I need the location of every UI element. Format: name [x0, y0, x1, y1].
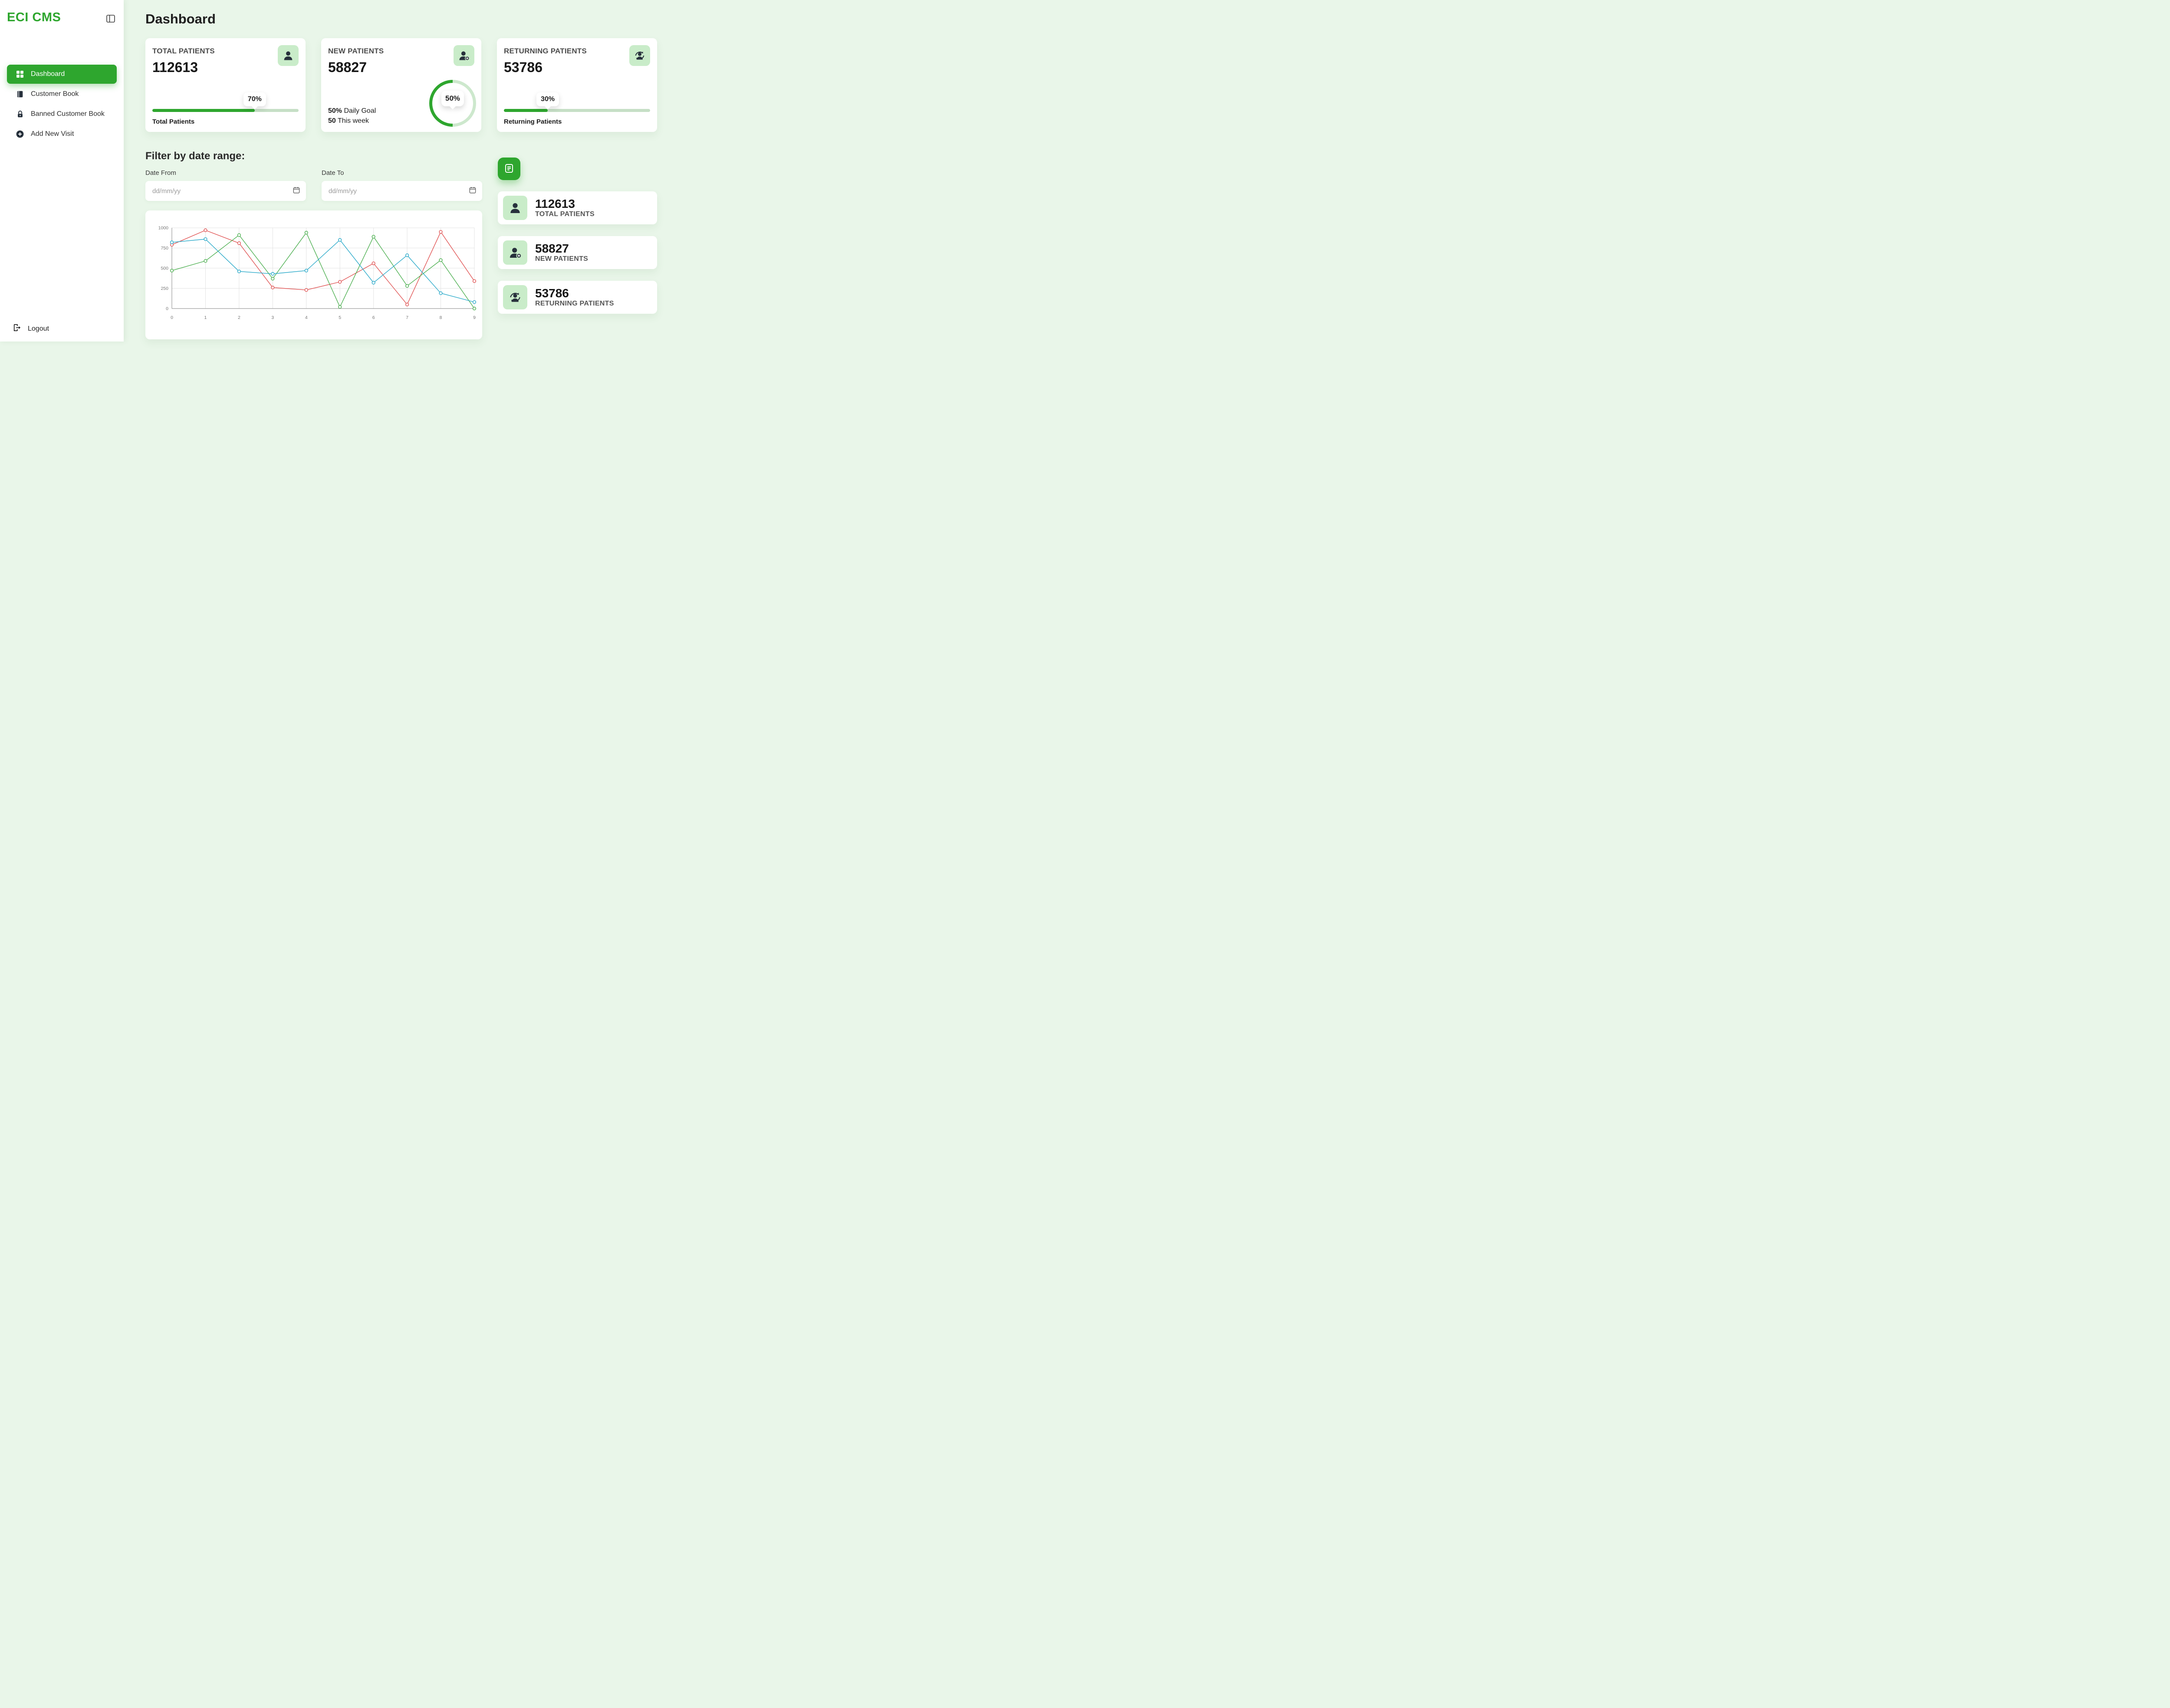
sidebar-item-dashboard[interactable]: Dashboard — [7, 65, 117, 84]
patient-icon — [503, 196, 527, 220]
sidebar-item-banned-customer-book[interactable]: Banned Customer Book — [7, 105, 117, 124]
stat-title: NEW PATIENTS — [328, 47, 384, 55]
right-column: 112613 TOTAL PATIENTS 58827 NEW PATIENTS — [498, 132, 657, 339]
date-from-input[interactable] — [151, 187, 293, 195]
patient-add-icon — [454, 45, 474, 66]
stats-row: TOTAL PATIENTS 112613 70% Total Patients… — [145, 38, 657, 132]
sidebar-item-label: Customer Book — [31, 90, 79, 98]
patients-line-chart: 0 1 2 3 4 5 6 7 8 9 0 250 500 750 1000 — [158, 226, 477, 320]
stat-value: 112613 — [152, 59, 198, 75]
calendar-icon[interactable] — [469, 187, 476, 196]
date-from-label: Date From — [145, 169, 176, 177]
plus-circle-icon — [16, 130, 24, 138]
total-patients-card: TOTAL PATIENTS 112613 70% Total Patients — [145, 38, 306, 132]
logout-icon — [13, 324, 21, 334]
left-column: Filter by date range: Date From Date To — [145, 132, 482, 339]
stat-value: 53786 — [504, 59, 542, 75]
summary-total-patients-card: 112613 TOTAL PATIENTS — [498, 191, 657, 224]
summary-value: 58827 — [535, 242, 569, 255]
stat-title: TOTAL PATIENTS — [152, 47, 215, 55]
sidebar-item-label: Banned Customer Book — [31, 110, 105, 118]
returning-progress: 30% — [504, 92, 650, 112]
svg-text:1000: 1000 — [158, 226, 169, 231]
returning-patients-card: RETURNING PATIENTS 53786 30% Returning P… — [497, 38, 657, 132]
svg-text:4: 4 — [305, 315, 308, 320]
sidebar: ECI CMS Dashboard Customer Book Banned C… — [0, 0, 124, 342]
svg-text:2: 2 — [238, 315, 240, 320]
svg-text:8: 8 — [440, 315, 442, 320]
patient-icon — [278, 45, 299, 66]
date-to-label: Date To — [322, 169, 344, 177]
main-content: Dashboard TOTAL PATIENTS 112613 70% Tota… — [124, 0, 667, 342]
goal-lines: 50% Daily Goal 50 This week — [328, 106, 376, 126]
stat-caption: Returning Patients — [504, 118, 562, 125]
summary-label: NEW PATIENTS — [535, 255, 589, 263]
patient-return-icon — [503, 285, 527, 309]
total-progress: 70% — [152, 92, 299, 112]
logout-label: Logout — [28, 325, 49, 332]
progress-track — [504, 109, 650, 112]
filter-heading: Filter by date range: — [145, 150, 245, 162]
sidebar-item-label: Dashboard — [31, 70, 65, 78]
summary-returning-patients-card: 53786 RETURNING PATIENTS — [498, 281, 657, 314]
svg-text:5: 5 — [339, 315, 341, 320]
date-to-field: Date To — [322, 169, 482, 201]
grid-icon — [16, 70, 24, 79]
date-from-field: Date From — [145, 169, 306, 201]
sidebar-item-customer-book[interactable]: Customer Book — [7, 85, 117, 104]
patient-return-icon — [629, 45, 650, 66]
summary-label: TOTAL PATIENTS — [535, 210, 595, 218]
svg-text:1: 1 — [204, 315, 207, 320]
lower-section: Filter by date range: Date From Date To — [145, 132, 657, 339]
svg-text:750: 750 — [161, 246, 168, 251]
book-icon — [16, 90, 24, 99]
page-title: Dashboard — [145, 11, 216, 26]
progress-track — [152, 109, 299, 112]
new-patients-card: NEW PATIENTS 58827 50% Daily Goal 50 Thi… — [321, 38, 481, 132]
sidebar-nav: Dashboard Customer Book Banned Customer … — [0, 65, 124, 144]
logout-button[interactable]: Logout — [13, 324, 49, 334]
svg-text:0: 0 — [166, 306, 168, 312]
date-from-input-box — [145, 181, 306, 201]
daily-goal-line: 50% Daily Goal — [328, 107, 376, 115]
report-button[interactable] — [498, 158, 520, 180]
summary-value: 112613 — [535, 197, 575, 210]
new-patients-progress-ring: 50% — [429, 80, 476, 127]
report-list-icon — [504, 163, 514, 175]
patients-chart-card: 0 1 2 3 4 5 6 7 8 9 0 250 500 750 1000 — [145, 210, 482, 339]
this-week-line: 50 This week — [328, 117, 369, 125]
summary-label: RETURNING PATIENTS — [535, 300, 614, 307]
progress-tooltip: 70% — [243, 92, 266, 106]
progress-fill — [152, 109, 255, 112]
summary-text: 112613 TOTAL PATIENTS — [535, 197, 595, 218]
summary-text: 53786 RETURNING PATIENTS — [535, 287, 614, 308]
summary-text: 58827 NEW PATIENTS — [535, 242, 588, 263]
progress-fill — [504, 109, 548, 112]
calendar-icon[interactable] — [293, 187, 300, 196]
svg-text:250: 250 — [161, 286, 168, 291]
svg-text:500: 500 — [161, 266, 168, 271]
date-to-input[interactable] — [328, 187, 469, 195]
svg-text:0: 0 — [171, 315, 173, 320]
sidebar-toggle-icon[interactable] — [105, 14, 116, 25]
sidebar-item-add-new-visit[interactable]: Add New Visit — [7, 125, 117, 144]
sidebar-item-label: Add New Visit — [31, 130, 74, 138]
svg-text:7: 7 — [406, 315, 408, 320]
svg-text:6: 6 — [372, 315, 375, 320]
progress-tooltip: 30% — [536, 92, 559, 106]
app-logo: ECI CMS — [7, 10, 61, 24]
svg-text:9: 9 — [473, 315, 476, 320]
ring-tooltip: 50% — [441, 91, 464, 107]
summary-new-patients-card: 58827 NEW PATIENTS — [498, 236, 657, 269]
stat-caption: Total Patients — [152, 118, 195, 125]
date-filter-row: Date From Date To — [145, 169, 482, 201]
summary-value: 53786 — [535, 286, 569, 300]
stat-value: 58827 — [328, 59, 367, 75]
date-to-input-box — [322, 181, 482, 201]
svg-text:3: 3 — [271, 315, 274, 320]
patient-add-icon — [503, 240, 527, 265]
lock-icon — [16, 110, 24, 118]
stat-title: RETURNING PATIENTS — [504, 47, 587, 55]
